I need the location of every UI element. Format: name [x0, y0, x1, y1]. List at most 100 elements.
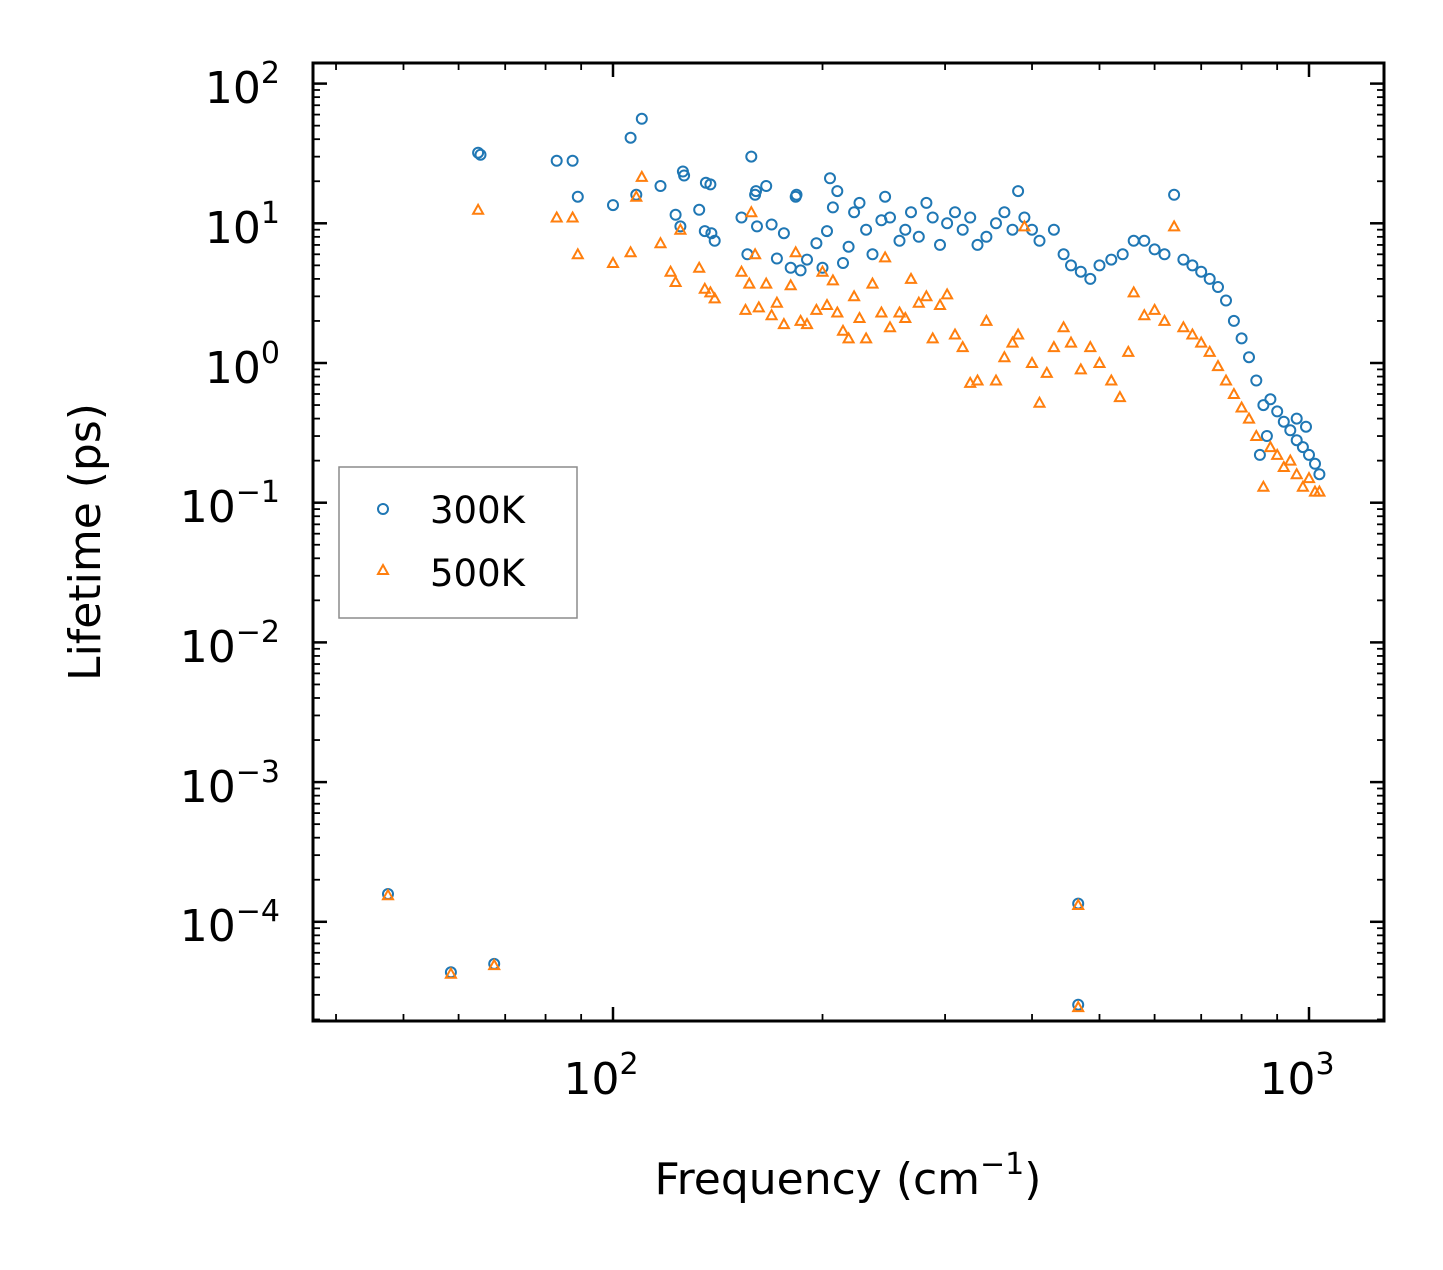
point-500k-69 [1040, 365, 1054, 378]
point-300k-54 [884, 211, 896, 224]
point-300k-18 [678, 169, 691, 182]
point-300k-103 [1290, 434, 1303, 447]
point-300k-40 [810, 237, 823, 250]
point-300k-67 [980, 230, 993, 243]
point-500k-2 [487, 958, 501, 971]
point-500k-90 [1227, 386, 1241, 399]
point-300k-91 [1203, 272, 1216, 285]
point-300k-95 [1235, 332, 1248, 345]
point-300k-56 [899, 223, 912, 236]
point-500k-86 [1194, 335, 1208, 348]
point-500k-100 [1296, 479, 1310, 492]
point-300k-53 [879, 190, 892, 203]
point-500k-80 [1137, 308, 1151, 321]
y-tick-label-0.0001: 10−4 [180, 894, 280, 952]
point-300k-102 [1284, 424, 1297, 437]
point-500k-42 [847, 289, 861, 302]
point-300k-11 [624, 131, 637, 144]
point-300k-13 [635, 112, 648, 125]
legend-box [338, 466, 578, 619]
point-300k-4 [1072, 998, 1085, 1011]
point-300k-51 [866, 248, 879, 261]
point-500k-31 [784, 278, 798, 291]
point-300k-78 [1074, 265, 1087, 278]
point-500k-92 [1242, 411, 1256, 424]
point-500k-38 [826, 273, 840, 286]
point-300k-85 [1148, 243, 1161, 256]
point-300k-66 [971, 238, 984, 251]
point-300k-5 [472, 146, 485, 159]
point-300k-44 [826, 201, 839, 214]
point-300k-19 [693, 203, 706, 216]
point-300k-16 [674, 220, 687, 233]
point-500k-62 [989, 373, 1003, 386]
point-300k-84 [1138, 234, 1151, 247]
scatter-points [381, 112, 1327, 1013]
point-300k-109 [1260, 430, 1273, 442]
point-500k-15 [668, 274, 683, 287]
point-500k-28 [764, 308, 779, 321]
point-500k-41 [841, 331, 856, 344]
point-300k-24 [708, 234, 721, 247]
point-500k-67 [1025, 355, 1039, 368]
point-300k-65 [964, 211, 977, 224]
point-500k-70 [1047, 340, 1061, 353]
point-500k-11 [629, 189, 643, 202]
point-500k-93 [1249, 428, 1263, 441]
point-500k-88 [1211, 359, 1225, 372]
point-500k-56 [940, 287, 954, 300]
point-300k-62 [941, 217, 954, 230]
point-500k-3 [1071, 897, 1085, 910]
point-300k-96 [1243, 351, 1255, 364]
point-500k-73 [1074, 362, 1088, 375]
point-300k-97 [1250, 374, 1263, 387]
point-300k-20 [698, 225, 711, 238]
point-300k-8 [566, 154, 579, 167]
point-300k-25 [735, 211, 748, 224]
y-axis-title: Lifetime (ps) [60, 403, 111, 681]
point-300k-61 [934, 238, 946, 251]
point-500k-57 [948, 327, 962, 340]
y-tick-label-0.1: 10−1 [180, 475, 280, 533]
legend-label-300k: 300K [430, 489, 527, 532]
y-tick-label-10: 101 [205, 196, 280, 254]
point-500k-77 [1113, 390, 1127, 403]
point-500k-26 [752, 300, 766, 313]
point-500k-45 [865, 276, 880, 289]
y-tick-label-0.01: 10−2 [180, 615, 280, 673]
legend-label-500k: 500K [430, 552, 527, 595]
y-tick-label-0.001: 10−3 [180, 755, 280, 813]
point-300k-71 [1012, 185, 1025, 198]
point-500k-21 [734, 264, 749, 277]
point-300k-10 [607, 199, 619, 212]
point-500k-48 [883, 320, 897, 333]
point-500k-52 [912, 295, 926, 308]
point-500k-23 [742, 276, 756, 289]
point-500k-20 [708, 291, 722, 304]
point-500k-35 [809, 302, 824, 315]
point-300k-60 [926, 211, 939, 224]
point-300k-6 [474, 148, 487, 161]
point-500k-75 [1092, 355, 1107, 368]
point-500k-12 [635, 169, 649, 182]
point-500k-36 [815, 264, 830, 277]
point-500k-6 [550, 210, 564, 223]
x-tick-label-1000: 103 [1259, 1047, 1334, 1105]
point-500k-30 [777, 317, 791, 330]
legend-marker-300k [377, 503, 389, 515]
point-300k-99 [1264, 393, 1277, 406]
point-500k-55 [933, 297, 947, 310]
point-300k-87 [1168, 188, 1181, 201]
point-500k-13 [653, 236, 668, 249]
point-500k-8 [571, 247, 585, 260]
point-300k-7 [550, 154, 563, 167]
point-300k-34 [777, 227, 790, 240]
point-500k-49 [892, 305, 907, 318]
point-500k-82 [1157, 313, 1172, 326]
point-500k-72 [1064, 335, 1078, 348]
y-tick-label-100: 102 [205, 56, 280, 114]
point-300k-82 [1116, 248, 1129, 261]
point-500k-96 [1270, 447, 1284, 460]
point-500k-91 [1234, 400, 1249, 413]
point-300k-89 [1186, 259, 1199, 272]
